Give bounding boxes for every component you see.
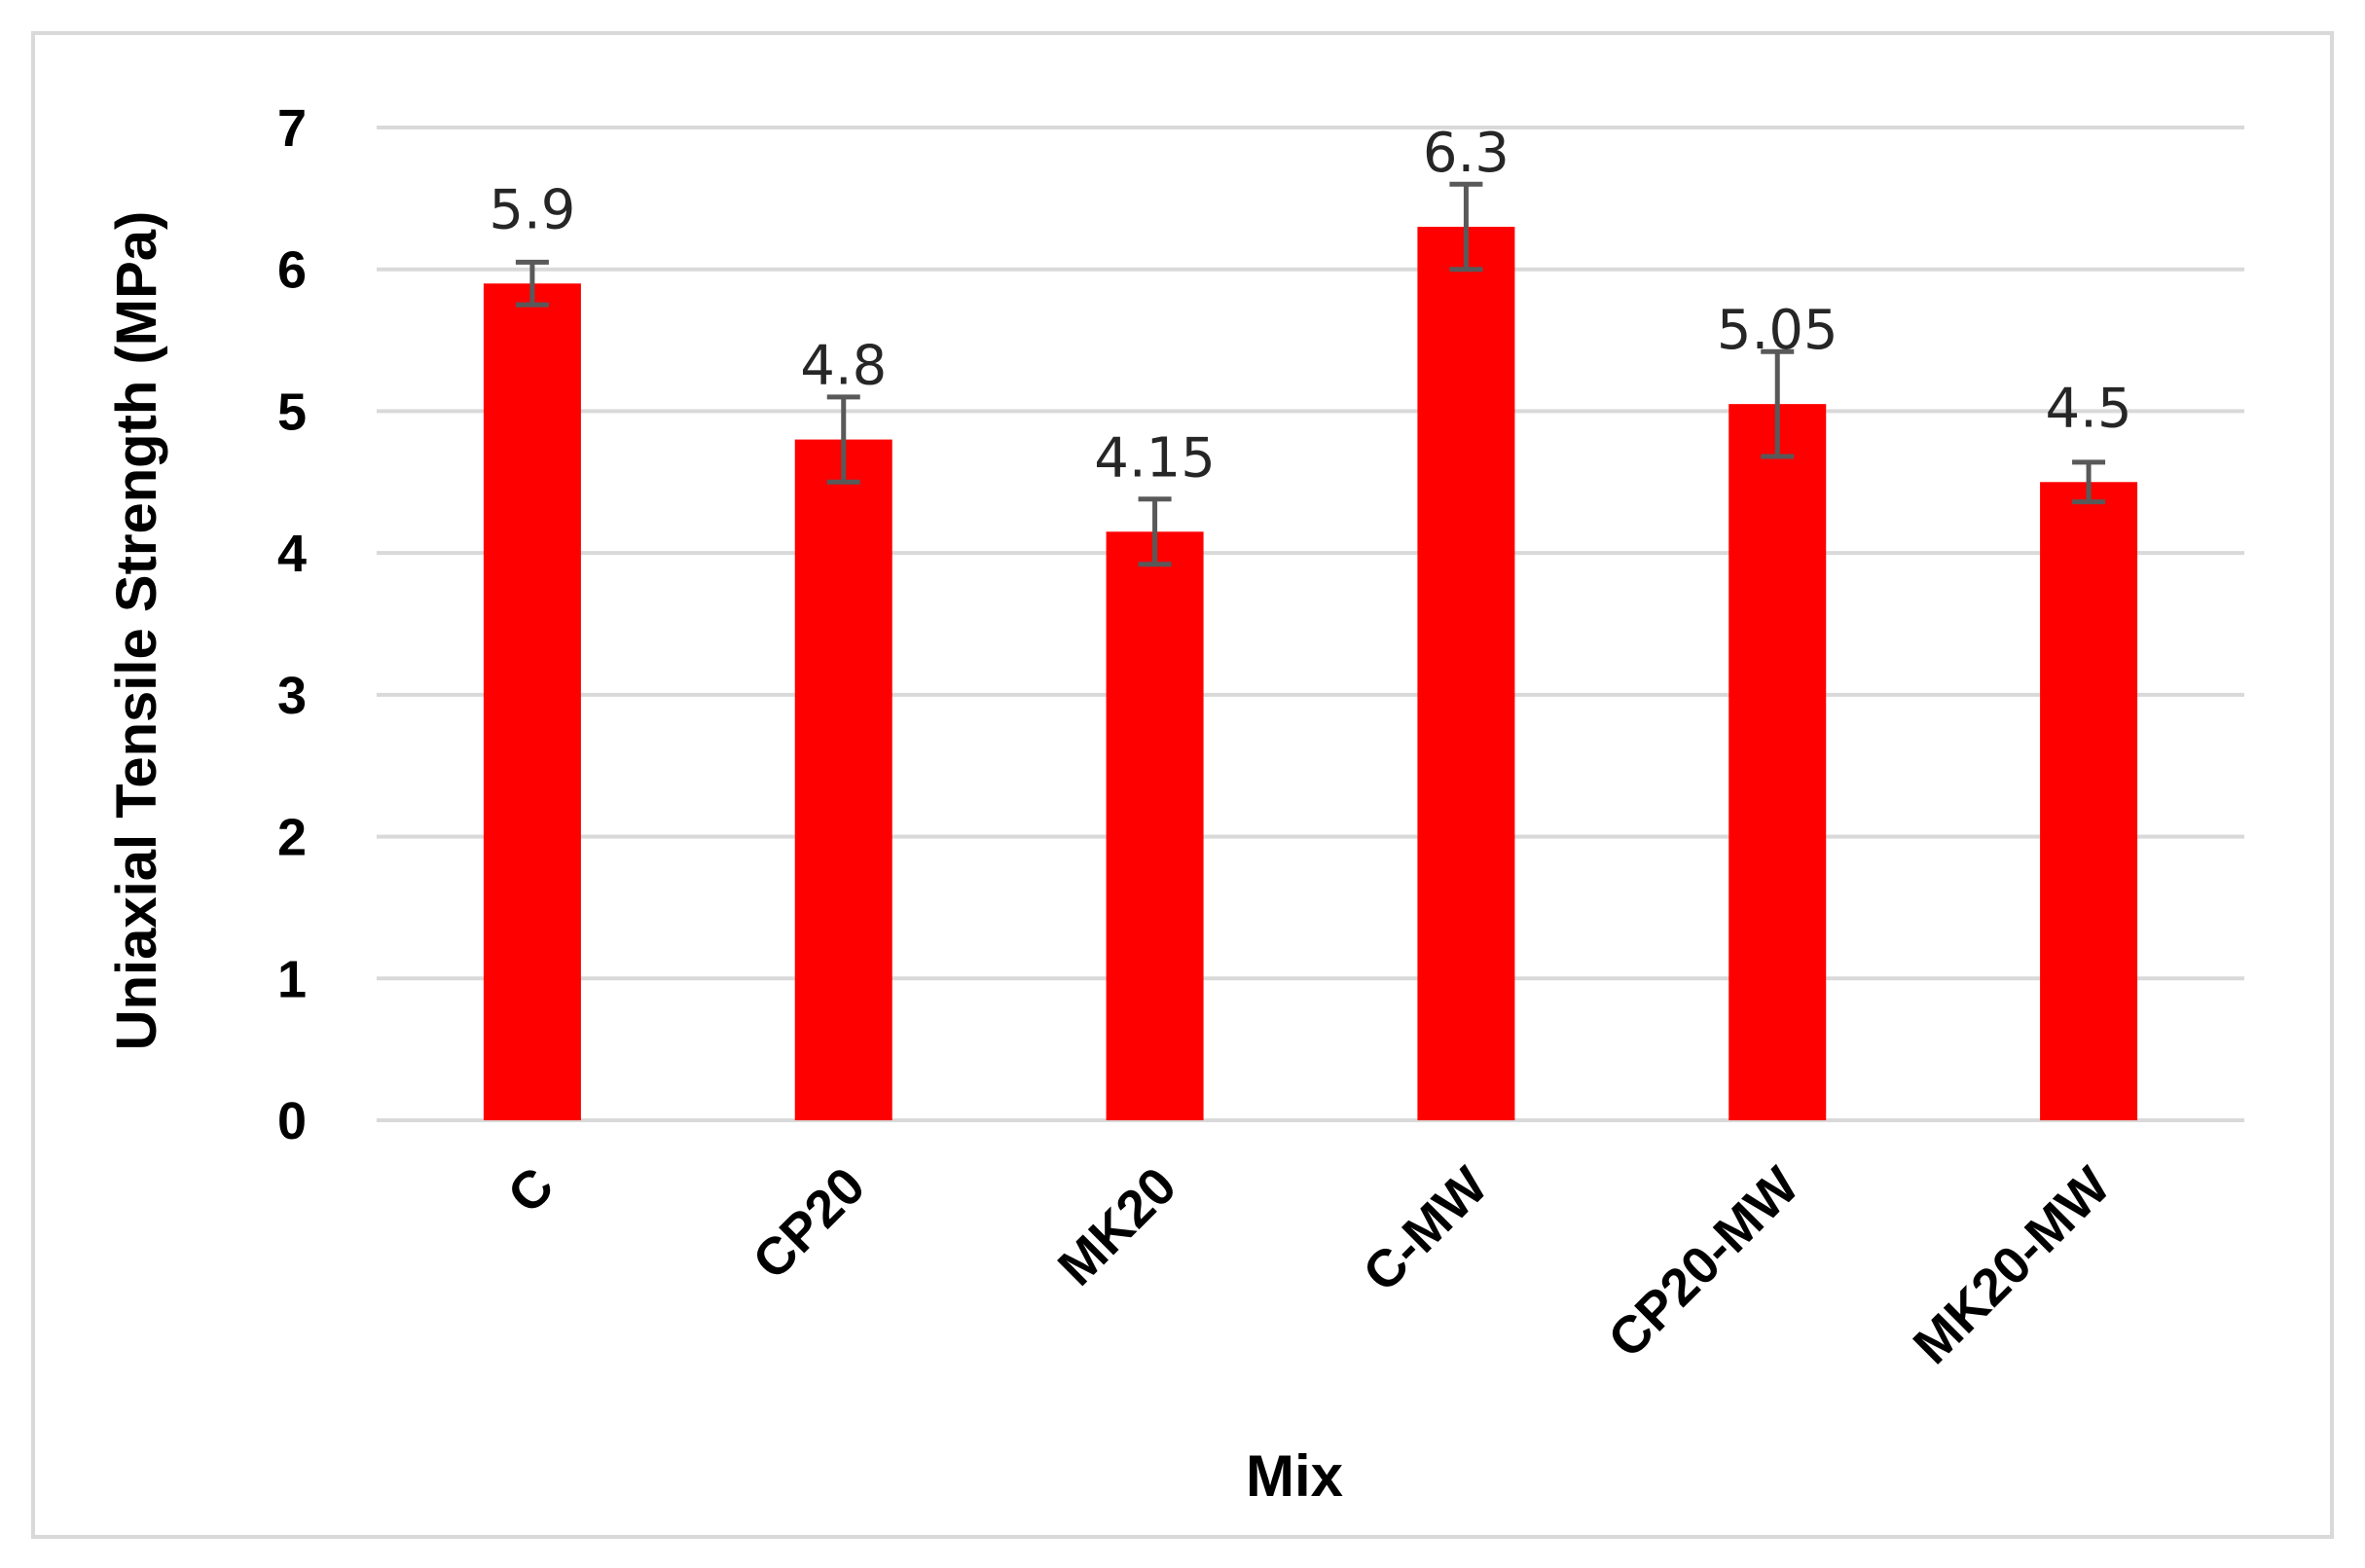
bar-c — [483, 283, 581, 1120]
error-bar-mk20-mw — [2072, 459, 2106, 505]
y-tick-label: 5 — [277, 383, 307, 441]
bar-c-mw — [1417, 227, 1515, 1120]
x-axis-title: Mix — [1246, 1443, 1343, 1509]
error-bar-c — [515, 259, 549, 308]
y-tick-label: 7 — [277, 99, 307, 158]
bar-cp20-mw — [1728, 404, 1827, 1121]
bar-cp20 — [794, 439, 892, 1121]
gridlines — [377, 126, 2244, 1122]
y-tick-label: 3 — [277, 667, 307, 725]
y-tick-label: 2 — [277, 809, 307, 867]
data-label: 4.8 — [800, 335, 887, 398]
error-bar-cp20-mw — [1761, 348, 1795, 459]
data-label: 4.15 — [1094, 426, 1216, 490]
y-axis-title: Uniaxial Tensile Strength (MPa) — [105, 211, 168, 1051]
bar-mk20 — [1106, 531, 1204, 1120]
y-tick-label: 1 — [277, 950, 307, 1008]
y-tick-label: 6 — [277, 241, 307, 300]
y-tick-label: 0 — [277, 1092, 307, 1150]
y-tick-label: 4 — [277, 525, 307, 583]
data-labels: 5.9 4.8 4.15 6.3 5.05 4.5 — [489, 122, 2131, 490]
bar-mk20-mw — [2040, 482, 2138, 1120]
data-label: 6.3 — [1423, 122, 1510, 185]
bars — [483, 227, 2138, 1121]
error-bar-mk20 — [1138, 496, 1172, 567]
data-label: 4.5 — [2046, 377, 2132, 440]
error-bar-c-mw — [1449, 181, 1483, 273]
data-label: 5.05 — [1717, 299, 1838, 362]
error-bar-cp20 — [826, 394, 860, 485]
data-label: 5.9 — [489, 178, 575, 241]
error-bars — [515, 181, 2106, 567]
y-axis-ticks: 0 1 2 3 4 5 6 7 — [277, 99, 307, 1150]
